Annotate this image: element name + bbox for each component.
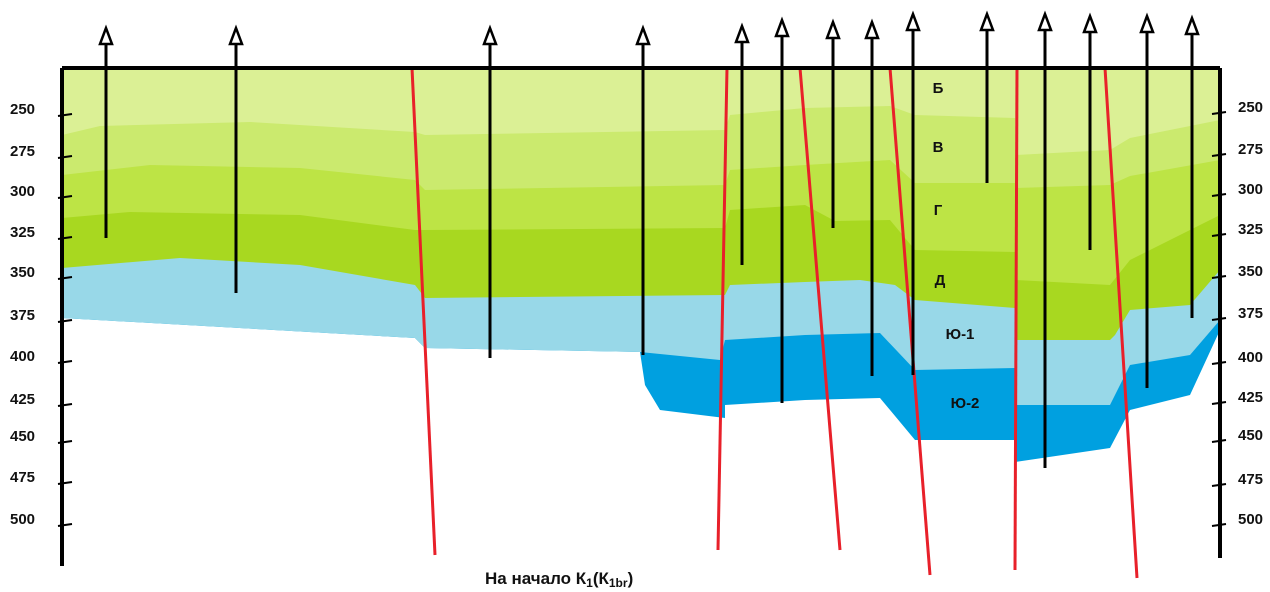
well-head: [484, 28, 496, 44]
well-head: [736, 26, 748, 42]
layer-label: Д: [935, 272, 946, 289]
well-head: [100, 28, 112, 44]
layer-label: Б: [933, 80, 944, 97]
depth-label: 325: [1238, 221, 1263, 238]
depth-label: 425: [10, 391, 35, 408]
well-head: [1141, 16, 1153, 32]
depth-label: 300: [10, 183, 35, 200]
tick: [1212, 524, 1226, 526]
depth-label: 275: [10, 143, 35, 160]
well-head: [1084, 16, 1096, 32]
depth-label: 450: [10, 428, 35, 445]
caption: На начало К1(К1br): [485, 569, 633, 590]
depth-label: 250: [1238, 99, 1263, 116]
depth-label: 475: [1238, 471, 1263, 488]
depth-label: 450: [1238, 427, 1263, 444]
well-head: [637, 28, 649, 44]
well-head: [776, 20, 788, 36]
depth-label: 400: [1238, 349, 1263, 366]
depth-label: 300: [1238, 181, 1263, 198]
depth-label: 275: [1238, 141, 1263, 158]
well-head: [1186, 18, 1198, 34]
depth-label: 325: [10, 224, 35, 241]
well-head: [866, 22, 878, 38]
depth-label: 250: [10, 101, 35, 118]
tick: [1212, 484, 1226, 486]
cross-section: 250 275 300 325 350 375 400 425 450 475 500 250 275 3…: [0, 0, 1270, 592]
well-head: [230, 28, 242, 44]
depth-label: 375: [10, 307, 35, 324]
depth-label: 350: [10, 264, 35, 281]
depth-label: 500: [1238, 511, 1263, 528]
well-head: [981, 14, 993, 30]
fault: [1015, 68, 1017, 570]
layer-label: Ю-1: [946, 326, 975, 343]
depth-label: 475: [10, 469, 35, 486]
layer-label: Ю-2: [951, 395, 980, 412]
depth-label: 425: [1238, 389, 1263, 406]
depth-label: 350: [1238, 263, 1263, 280]
layer-label: Г: [934, 202, 943, 219]
well-head: [827, 22, 839, 38]
depth-label: 500: [10, 511, 35, 528]
well-head: [1039, 14, 1051, 30]
layer-label: В: [933, 139, 944, 156]
depth-label: 375: [1238, 305, 1263, 322]
well-head: [907, 14, 919, 30]
depth-label: 400: [10, 348, 35, 365]
